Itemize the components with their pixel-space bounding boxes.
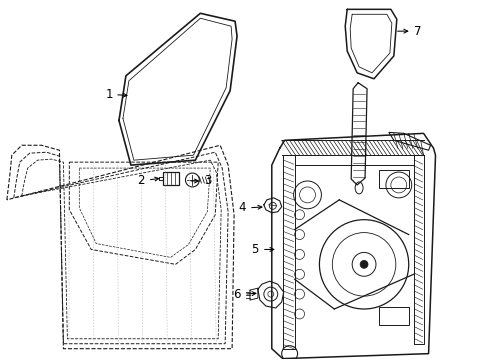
Text: 3: 3 [205, 175, 212, 188]
Text: 7: 7 [414, 24, 421, 38]
Text: 5: 5 [251, 243, 259, 256]
Text: 6: 6 [233, 288, 241, 301]
Text: 1: 1 [105, 88, 113, 101]
Text: 4: 4 [238, 201, 246, 214]
Text: 2: 2 [137, 174, 145, 186]
Circle shape [360, 260, 368, 268]
